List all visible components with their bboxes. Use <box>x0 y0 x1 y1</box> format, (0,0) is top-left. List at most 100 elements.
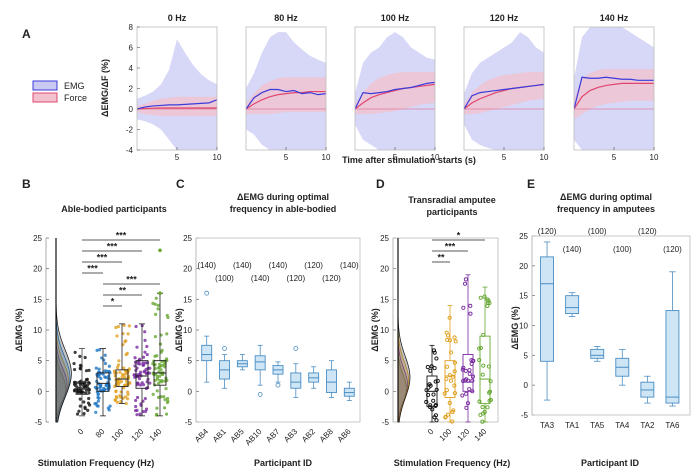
panel-b: B Able-bodied participants -5 0 5 10 15 20 25 ΔEM… <box>14 177 170 468</box>
data-point <box>117 359 121 363</box>
data-point <box>135 408 139 412</box>
data-point <box>113 398 118 402</box>
data-point <box>485 303 490 309</box>
y-tick-label: -5 <box>35 418 43 427</box>
data-point <box>159 368 163 372</box>
data-point <box>97 348 102 352</box>
x-tick-label: 140 <box>473 427 489 443</box>
data-point <box>428 368 433 373</box>
data-point <box>135 345 139 349</box>
box-AB8 <box>326 360 337 398</box>
box <box>565 295 580 315</box>
panel-letter-c: C <box>176 177 185 191</box>
plot-area <box>246 32 326 150</box>
data-point <box>487 300 492 306</box>
box-AB5 <box>236 354 248 371</box>
y-tick-label: -5 <box>521 411 529 420</box>
box <box>326 369 337 394</box>
data-point <box>133 356 137 360</box>
data-point <box>425 365 430 370</box>
box <box>540 256 554 362</box>
data-point <box>151 301 155 305</box>
y-tick-label: 25 <box>33 234 42 243</box>
panel-a: A EMG Force ΔEMG/ΔF (%) Time after stimulati… <box>22 13 659 165</box>
data-point <box>119 395 123 399</box>
data-point <box>78 397 82 401</box>
y-tick-label: 15 <box>519 292 528 301</box>
data-point <box>86 408 90 412</box>
box-AB7 <box>272 361 284 383</box>
subplot-title: 100 Hz <box>381 13 410 23</box>
data-point <box>133 360 138 364</box>
box-AB1 <box>219 354 230 389</box>
panel-letter-e: E <box>527 177 535 191</box>
sig-b-stars: *** <box>126 275 137 285</box>
y-tick-label: 25 <box>519 232 528 241</box>
box <box>444 360 456 398</box>
x-tick-label: 120 <box>456 427 472 443</box>
data-point <box>125 397 130 401</box>
data-point <box>101 372 105 376</box>
y-tick-label: 5 <box>38 357 43 366</box>
data-point <box>431 392 436 397</box>
x-tick-label: AB3 <box>282 427 299 444</box>
box-TA6 <box>665 271 680 407</box>
data-point <box>485 405 490 410</box>
data-point <box>424 388 429 393</box>
box-TA5 <box>590 345 605 362</box>
y-tick-label: 5 <box>524 351 529 360</box>
data-point <box>153 354 157 358</box>
y-tick-label: 10 <box>183 326 192 335</box>
y-tick-label: 25 <box>183 234 192 243</box>
data-point <box>96 393 100 397</box>
data-point <box>127 324 131 328</box>
data-point <box>97 375 101 379</box>
data-point <box>138 383 143 387</box>
data-point <box>468 303 473 308</box>
y-tick-label: 0 <box>129 105 134 114</box>
subplot-3: 120 Hz 5 10 <box>463 13 549 162</box>
y-tick-label: 25 <box>380 234 389 243</box>
data-point <box>84 377 89 382</box>
data-point <box>112 369 117 373</box>
data-point <box>467 387 472 392</box>
data-point <box>159 350 163 354</box>
y-tick-label: 0 <box>524 381 529 390</box>
subplot-1: 80 Hz 5 10 <box>245 13 331 162</box>
force-line <box>574 82 654 110</box>
data-point <box>435 378 440 383</box>
y-tick-label: 20 <box>183 265 192 274</box>
force-line <box>355 83 435 110</box>
data-point <box>426 392 431 397</box>
x-tick-label: 5 <box>612 153 617 162</box>
data-point <box>141 355 146 359</box>
data-point <box>72 367 77 372</box>
data-point <box>162 395 166 399</box>
box <box>479 335 491 405</box>
x-tick-label: 5 <box>175 153 180 162</box>
x-tick-label: TA1 <box>565 421 580 430</box>
data-point <box>137 377 142 381</box>
data-point <box>122 323 126 327</box>
data-point <box>78 363 83 367</box>
data-point <box>164 357 169 361</box>
data-point <box>100 356 104 360</box>
data-point <box>488 379 493 384</box>
box <box>115 369 129 387</box>
data-point <box>123 340 127 344</box>
data-point <box>156 381 161 385</box>
panel-letter-d: D <box>376 177 385 191</box>
y-tick-label: 5 <box>385 357 390 366</box>
emg-band <box>137 39 217 150</box>
x-tick-label: AB8 <box>318 427 335 444</box>
y-axis-label-d: ΔEMG (%) <box>370 308 380 351</box>
data-point <box>463 277 468 282</box>
plot-area <box>355 32 435 150</box>
data-point <box>463 368 468 373</box>
box-100 <box>115 323 129 405</box>
y-tick-label: 6 <box>129 44 134 53</box>
outlier-point <box>257 391 263 397</box>
data-point <box>145 344 149 349</box>
data-point <box>104 383 108 388</box>
sig-b-stars: *** <box>97 253 108 263</box>
